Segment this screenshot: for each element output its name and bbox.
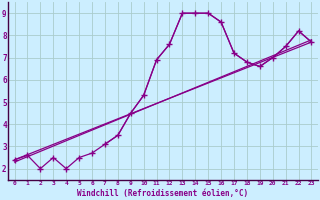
X-axis label: Windchill (Refroidissement éolien,°C): Windchill (Refroidissement éolien,°C) — [77, 189, 249, 198]
